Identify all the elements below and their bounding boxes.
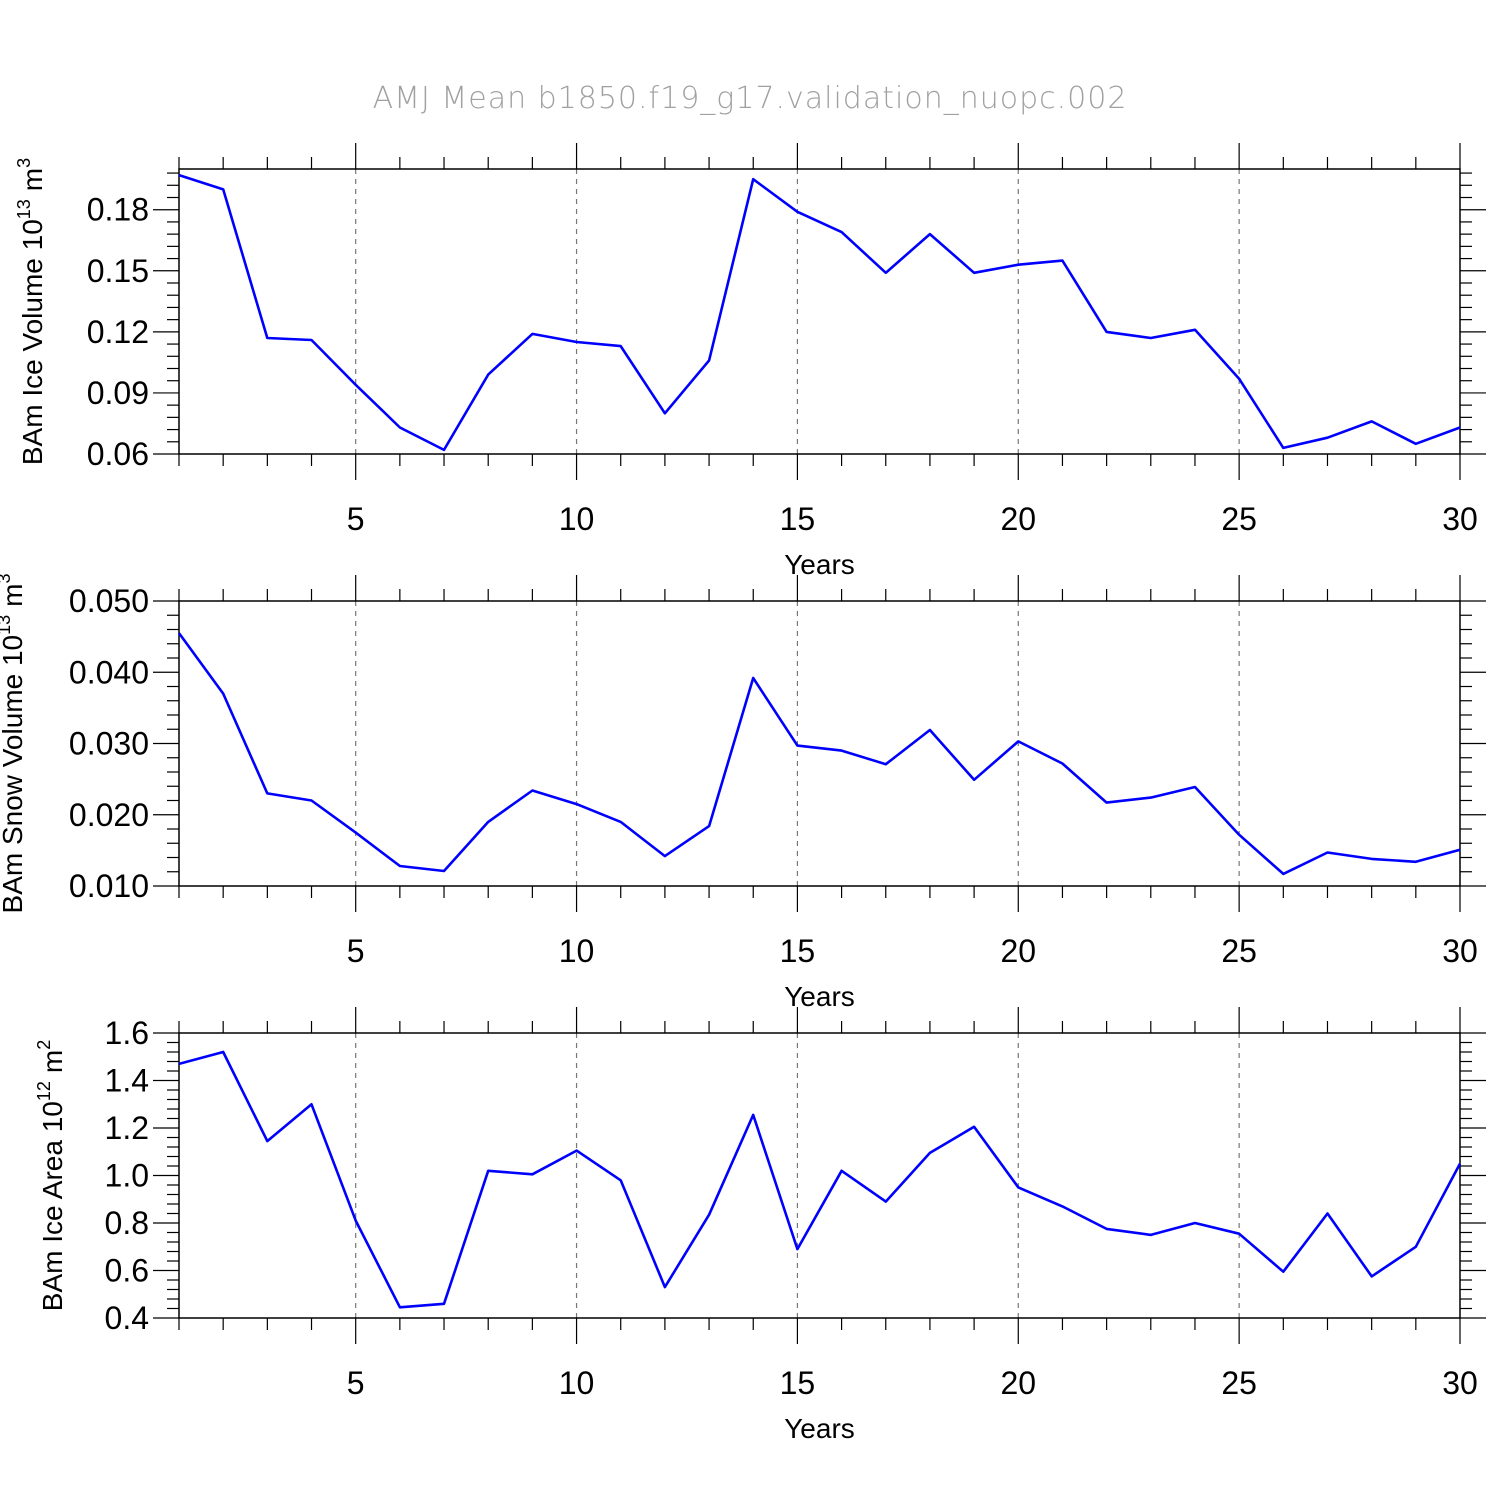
x-tick-label: 15	[780, 501, 816, 537]
chart-panels: 5 10 15 20 25 300.060.090.120.150.18YearsBAm …	[0, 143, 1486, 1444]
y-tick-label: 0.050	[69, 583, 149, 619]
y-tick-label: 0.4	[105, 1300, 149, 1336]
x-tick-label: 30	[1442, 1365, 1478, 1401]
y-tick-label: 1.0	[105, 1158, 149, 1194]
panel-3: 5 10 15 20 25 30 0.4 0.6 0.8 1.0 1.2 1.4 1.6 Years BAm…	[34, 1007, 1486, 1444]
y-axis-title: BAm Ice Area 1012 m2	[34, 1040, 68, 1311]
x-tick-label: 20	[1000, 501, 1036, 537]
y-tick-label: 0.15	[87, 253, 149, 289]
plot-frame	[178, 1032, 1461, 1319]
y-tick-label: 0.040	[69, 654, 149, 690]
x-tick-label: 15	[780, 1365, 816, 1401]
x-tick-label: 10	[559, 933, 595, 969]
y-tick-label: 0.6	[105, 1253, 149, 1289]
panel-2: 5 10 15 20 25 30 0.010 0.020 0.030 0.040 0.050 Year…	[0, 574, 1486, 1012]
x-tick-label: 25	[1221, 1365, 1257, 1401]
y-axis-title-exponent: 12	[34, 1081, 54, 1101]
x-tick-label: 30	[1442, 501, 1478, 537]
y-axis-title-exponent: 13	[0, 615, 14, 635]
x-tick-label: 20	[1000, 933, 1036, 969]
x-axis-title: Years	[784, 549, 855, 580]
y-tick-label: 0.030	[69, 726, 149, 762]
chart-title: AMJ Mean b1850.f19_g17.validation_nuopc.…	[373, 81, 1128, 116]
y-tick-label: 1.6	[105, 1015, 149, 1051]
y-tick-label: 0.12	[87, 314, 149, 350]
x-tick-label: 5	[347, 1365, 365, 1401]
plot-frame	[178, 168, 1461, 455]
y-axis-title: BAm Ice Volume 1013 m3	[14, 158, 48, 465]
y-axis-title-unit-exponent: 3	[0, 574, 14, 584]
y-tick-label: 0.09	[87, 375, 149, 411]
y-tick-label: 0.8	[105, 1205, 149, 1241]
y-tick-label: 1.4	[105, 1063, 149, 1099]
series-line	[178, 173, 1461, 452]
y-tick-label: 0.020	[69, 797, 149, 833]
y-axis-title-unit: m	[17, 168, 48, 191]
y-tick-label: 0.06	[87, 436, 149, 472]
y-tick-label: 1.2	[105, 1110, 149, 1146]
x-tick-label: 5	[347, 933, 365, 969]
y-axis-title-unit: m	[37, 1050, 68, 1073]
x-tick-label: 30	[1442, 933, 1478, 969]
series-line	[178, 1050, 1462, 1309]
y-axis-title-main: BAm Ice Area 10	[37, 1101, 68, 1311]
y-axis-title-unit-exponent: 3	[14, 158, 34, 168]
panel-1: 5 10 15 20 25 30 0.06 0.09 0.12 0.15 0.18 Years BAm …	[14, 143, 1486, 580]
y-tick-label: 0.18	[87, 192, 149, 228]
y-axis-title-unit-exponent: 2	[34, 1040, 54, 1050]
x-tick-label: 25	[1221, 933, 1257, 969]
x-tick-label: 5	[347, 501, 365, 537]
x-tick-label: 10	[559, 1365, 595, 1401]
y-axis-title-main: BAm Ice Volume 10	[17, 219, 48, 465]
y-axis-title-main: BAm Snow Volume 10	[0, 635, 28, 914]
y-tick-label: 0.010	[69, 868, 149, 904]
x-tick-label: 15	[780, 933, 816, 969]
x-tick-label: 10	[559, 501, 595, 537]
x-tick-label: 25	[1221, 501, 1257, 537]
x-axis-title: Years	[784, 1413, 855, 1444]
series-line	[177, 632, 1461, 876]
x-axis-title: Years	[784, 981, 855, 1012]
x-tick-label: 20	[1000, 1365, 1036, 1401]
y-axis-title-exponent: 13	[14, 199, 34, 219]
y-axis-title: BAm Snow Volume 1013 m3	[0, 574, 28, 914]
y-axis-title-unit: m	[0, 584, 28, 607]
